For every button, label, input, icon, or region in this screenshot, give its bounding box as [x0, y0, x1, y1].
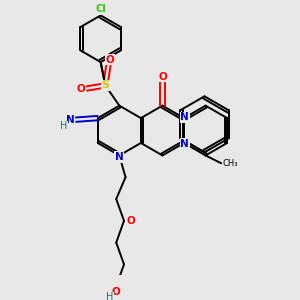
Text: N: N	[115, 152, 124, 162]
Text: O: O	[106, 55, 114, 64]
Text: N: N	[180, 139, 189, 148]
Text: H: H	[106, 292, 113, 300]
Text: O: O	[158, 72, 167, 82]
Text: Cl: Cl	[95, 4, 106, 14]
Text: O: O	[112, 287, 121, 297]
Text: O: O	[77, 83, 85, 94]
Text: N: N	[66, 115, 75, 124]
Text: N: N	[180, 112, 189, 122]
Text: CH₃: CH₃	[223, 159, 238, 168]
Text: H: H	[60, 122, 67, 131]
Text: S: S	[101, 80, 109, 90]
Text: O: O	[127, 216, 135, 226]
